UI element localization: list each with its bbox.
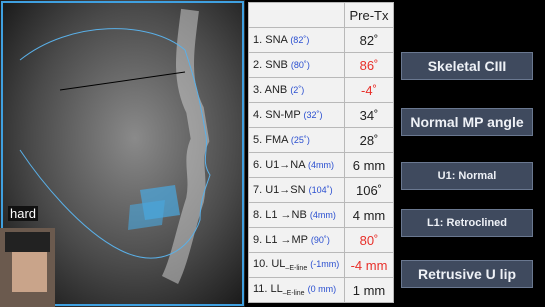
measure-cell: 2. SNB (80˚) (248, 52, 345, 78)
pre-tx-value: 4 mm (344, 202, 394, 228)
measure-label: 5. FMA (253, 134, 288, 146)
table-row: 7. U1→SN (104˚) 106˚ (248, 177, 394, 203)
norm-value: (-1mm) (310, 258, 340, 269)
pre-tx-value: 86˚ (344, 52, 394, 78)
xray-image (0, 0, 245, 307)
measurements-table: Pre-Tx 1. SNA (82˚) 82˚ 2. SNB (80˚) 86˚ 3. … (248, 2, 394, 303)
measure-label: 2. SNB (253, 59, 288, 71)
measure-label: 9. L1 →MP (253, 234, 308, 246)
measure-label-sub: –E-line (282, 290, 305, 298)
measure-label: 4. SN-MP (253, 109, 301, 121)
measure-label-sub: –E-line (285, 265, 308, 273)
norm-value: (82˚) (290, 35, 310, 45)
measure-label: 1. SNA (253, 34, 288, 46)
norm-value: (25˚) (290, 135, 310, 145)
norm-value: (2˚) (290, 85, 305, 95)
pre-tx-value: 34˚ (344, 102, 394, 128)
norm-value: (4mm) (308, 160, 335, 170)
table-row: 3. ANB (2˚) -4˚ (248, 77, 394, 103)
pre-tx-value: -4˚ (344, 77, 394, 103)
pre-tx-value: 6 mm (344, 152, 394, 178)
norm-value: (90˚) (310, 235, 330, 245)
image-label: hard (8, 206, 39, 221)
measure-cell: 7. U1→SN (104˚) (248, 177, 345, 203)
measure-cell: 6. U1→NA (4mm) (248, 152, 345, 178)
norm-value: (32˚) (303, 110, 323, 120)
table-row: 5. FMA (25˚) 28˚ (248, 127, 394, 153)
measure-cell: 3. ANB (2˚) (248, 77, 345, 103)
measure-label: 8. L1 →NB (253, 209, 307, 221)
norm-value: (80˚) (290, 60, 310, 70)
finding-badge: Normal MP angle (401, 108, 533, 136)
pre-tx-value: 28˚ (344, 127, 394, 153)
measure-cell: 8. L1 →NB (4mm) (248, 202, 345, 228)
header-empty (248, 2, 345, 28)
table-row: 6. U1→NA (4mm) 6 mm (248, 152, 394, 178)
table-row: 10. UL–E-line (-1mm) -4 mm (248, 252, 394, 278)
measure-cell: 1. SNA (82˚) (248, 27, 345, 53)
finding-badge: L1: Retroclined (401, 209, 533, 237)
pre-tx-value: 82˚ (344, 27, 394, 53)
pre-tx-value: 1 mm (344, 277, 394, 303)
measure-label: 11. LL (253, 282, 283, 295)
measure-cell: 9. L1 →MP (90˚) (248, 227, 345, 253)
header-cell: Pre-Tx (344, 2, 394, 28)
finding-badge: Retrusive U lip (401, 260, 533, 288)
measure-label: 6. U1→NA (253, 159, 305, 171)
finding-badge: U1: Normal (401, 162, 533, 190)
table-row: 1. SNA (82˚) 82˚ (248, 27, 394, 53)
measure-label: 10. UL (253, 257, 286, 270)
measure-label: 3. ANB (253, 84, 288, 96)
measure-cell: 5. FMA (25˚) (248, 127, 345, 153)
table-row: 9. L1 →MP (90˚) 80˚ (248, 227, 394, 253)
pre-tx-value: -4 mm (344, 252, 394, 278)
pre-tx-value: 80˚ (344, 227, 394, 253)
table-row: 2. SNB (80˚) 86˚ (248, 52, 394, 78)
finding-badge: Skeletal CIII (401, 52, 533, 80)
norm-value: (104˚) (308, 185, 333, 195)
norm-value: (0 mm) (307, 283, 337, 294)
header-row: Pre-Tx (248, 2, 394, 28)
pre-tx-value: 106˚ (344, 177, 394, 203)
table-row: 8. L1 →NB (4mm) 4 mm (248, 202, 394, 228)
table-row: 4. SN-MP (32˚) 34˚ (248, 102, 394, 128)
table-row: 11. LL–E-line (0 mm) 1 mm (248, 277, 394, 303)
measure-label: 7. U1→SN (253, 184, 306, 196)
measure-cell: 4. SN-MP (32˚) (248, 102, 345, 128)
measure-cell: 11. LL–E-line (0 mm) (248, 277, 345, 303)
norm-value: (4mm) (309, 210, 336, 220)
measure-cell: 10. UL–E-line (-1mm) (248, 252, 345, 278)
